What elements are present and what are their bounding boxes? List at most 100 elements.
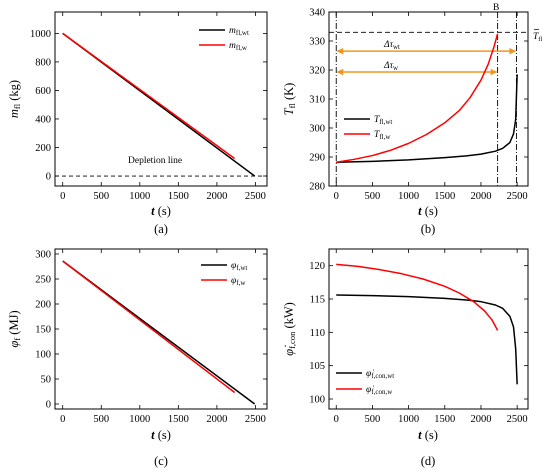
y-tick-label: 340 <box>309 8 325 19</box>
duration-arrow-head-right <box>509 47 517 55</box>
x-tick-label: 2000 <box>470 191 491 202</box>
x-tick-label: 0 <box>60 414 65 425</box>
series-line-wt <box>336 294 518 385</box>
x-tick-label: 2000 <box>470 414 491 425</box>
panel-a: 0 500 1000 1500 2000 2500 0 200 400 600 800 1000 D… <box>7 11 268 236</box>
panel-b: 0 500 1000 1500 2000 2500 280 290 300 310 320 330 3… <box>282 3 542 236</box>
y-tick-label: 280 <box>309 182 325 193</box>
reference-lines <box>329 12 528 186</box>
series-group <box>336 33 518 163</box>
x-axis-label: t (s) <box>151 428 171 442</box>
x-axis-label: t (s) <box>151 204 171 218</box>
y-tick-label: 200 <box>35 143 51 154</box>
x-tick-label: 0 <box>334 191 339 202</box>
x-tick-label: 500 <box>365 191 381 202</box>
legend-label-w: φ̇f,con,w <box>366 385 393 396</box>
tbar-text: Tfl <box>533 32 542 43</box>
panel-letter: (c) <box>154 454 168 468</box>
y-axis-label: mfl (kg) <box>7 80 22 118</box>
legend-label-wt: φ̇f,con,wt <box>366 369 394 380</box>
x-tick-label: 1000 <box>129 191 150 202</box>
y-ticks: 280 290 300 310 320 330 340 <box>309 8 528 193</box>
series-group <box>336 263 518 385</box>
x-ticks: 0 500 1000 1500 2000 2500 <box>334 249 528 425</box>
y-tick-label: 0 <box>46 172 51 183</box>
y-ticks: 0 200 400 600 800 1000 <box>30 29 267 183</box>
duration-arrow-head-right <box>490 68 498 76</box>
x-tick-label: 2500 <box>245 191 266 202</box>
y-axis-label: φf (MJ) <box>7 310 22 347</box>
y-tick-label: 310 <box>309 95 325 106</box>
y-tick-label: 105 <box>309 361 325 372</box>
plot-frame <box>54 248 268 410</box>
legend-label-wt: Tfl,wt <box>374 115 392 126</box>
panel-letter: (a) <box>154 222 168 236</box>
legend-label-w: φf,w <box>231 276 246 287</box>
x-tick-label: 500 <box>93 191 109 202</box>
y-ticks: 100 105 110 115 120 <box>309 261 528 406</box>
y-tick-label: 800 <box>35 57 51 68</box>
x-axis-label: t (s) <box>418 428 438 442</box>
x-tick-label: 2500 <box>507 414 528 425</box>
x-tick-label: 2500 <box>507 191 528 202</box>
x-tick-label: 1000 <box>398 191 419 202</box>
series-line-w <box>336 263 499 331</box>
y-tick-label: 115 <box>310 295 325 306</box>
y-tick-label: 250 <box>35 275 51 286</box>
series-line-w <box>62 32 236 160</box>
plot-frame <box>328 11 529 187</box>
arrow-label-w: Δτw <box>383 61 399 72</box>
depletion-line-label: Depletion line <box>128 156 182 166</box>
x-axis-label: t (s) <box>418 204 438 218</box>
panel-d: 0 500 1000 1500 2000 2500 100 105 110 115 120 φ̇f… <box>282 248 529 468</box>
series-group <box>62 260 256 405</box>
y-tick-label: 400 <box>35 114 51 125</box>
legend: Tfl,wt Tfl,w <box>344 115 392 141</box>
y-tick-label: 120 <box>309 261 325 272</box>
y-tick-label: 330 <box>309 37 325 48</box>
y-tick-label: 290 <box>309 153 325 164</box>
point-b-label: B <box>493 3 499 13</box>
x-ticks: 0 500 1000 1500 2000 2500 <box>334 12 528 202</box>
legend: φf,wt φf,w <box>201 261 247 287</box>
x-tick-label: 1000 <box>398 414 419 425</box>
y-axis-label: φ̇f,con (kW) <box>282 302 297 356</box>
y-tick-label: 50 <box>41 375 52 386</box>
y-tick-label: 100 <box>35 350 51 361</box>
arrow-label-wt: Δτwt <box>383 40 400 51</box>
plot-frame <box>328 248 529 410</box>
x-tick-label: 500 <box>93 414 109 425</box>
plot-frame <box>54 11 268 187</box>
series-line-wt <box>336 74 518 163</box>
legend-label-wt: φf,wt <box>231 261 247 272</box>
duration-arrow-head-left <box>336 68 344 76</box>
y-tick-label: 200 <box>35 300 51 311</box>
y-tick-label: 100 <box>309 395 325 406</box>
y-tick-label: 1000 <box>30 29 51 40</box>
legend-label-wt: mfl,wt <box>229 26 249 37</box>
series-line-w <box>62 260 236 394</box>
x-tick-label: 1000 <box>129 414 150 425</box>
x-tick-label: 1500 <box>434 414 455 425</box>
panel-letter: (b) <box>421 222 436 236</box>
y-tick-label: 0 <box>46 400 51 411</box>
x-ticks: 0 500 1000 1500 2000 2500 <box>60 249 266 425</box>
x-tick-label: 1500 <box>434 191 455 202</box>
panel-c: 0 500 1000 1500 2000 2500 050100150200250300 … <box>7 248 268 468</box>
y-tick-label: 110 <box>310 328 325 339</box>
legend: φ̇f,con,wt φ̇f,con,w <box>336 369 394 396</box>
x-ticks: 0 500 1000 1500 2000 2500 <box>60 12 266 202</box>
y-tick-label: 150 <box>35 325 51 336</box>
x-tick-label: 2000 <box>206 414 227 425</box>
series-line-w <box>336 33 499 163</box>
y-axis-label: Tfl (K) <box>282 83 297 116</box>
legend-label-w: Tfl,w <box>374 130 391 141</box>
tbar-label: Tfl <box>533 29 542 43</box>
y-tick-label: 600 <box>35 86 51 97</box>
x-tick-label: 2000 <box>206 191 227 202</box>
series-group <box>62 32 256 177</box>
y-ticks: 0 50 100 150 200 250 300 <box>35 250 267 411</box>
x-tick-label: 500 <box>365 414 381 425</box>
duration-arrow-head-left <box>336 47 344 55</box>
